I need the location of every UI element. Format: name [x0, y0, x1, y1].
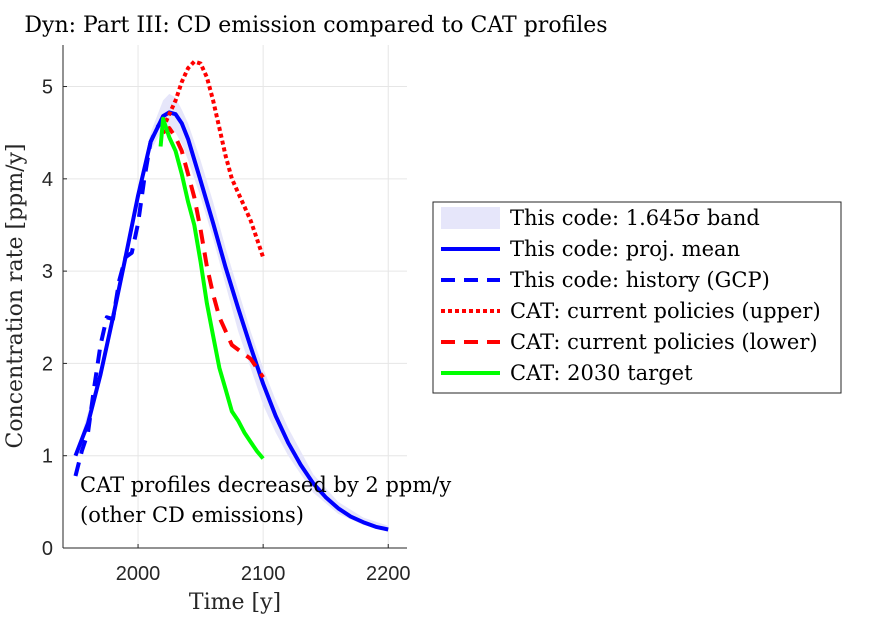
- legend-label: CAT: current policies (lower): [510, 330, 818, 354]
- axes: [62, 45, 407, 549]
- y-tick-label: 1: [42, 446, 53, 468]
- legend-label: CAT: 2030 target: [510, 361, 693, 385]
- annotation-line-1: CAT profiles decreased by 2 ppm/y: [80, 473, 451, 497]
- x-tick-label: 2000: [116, 563, 161, 585]
- legend-label: This code: proj. mean: [510, 237, 740, 261]
- series-band: [75, 93, 389, 532]
- series-line-5: [158, 116, 265, 460]
- y-tick-label: 3: [42, 261, 53, 283]
- series-line-3: [161, 59, 265, 258]
- chart-title: Dyn: Part III: CD emission compared to C…: [24, 13, 607, 38]
- y-tick-label: 4: [42, 169, 53, 191]
- y-tick-label: 5: [42, 77, 53, 99]
- annotation: CAT profiles decreased by 2 ppm/y (other…: [80, 473, 451, 527]
- y-tick-label: 2: [42, 353, 53, 375]
- y-axis-label: Concentration rate [ppm/y]: [3, 143, 28, 448]
- legend-swatch-band: [441, 207, 500, 229]
- legend: This code: 1.645σ band This code: proj. m…: [432, 201, 842, 394]
- series-line-1: [73, 110, 389, 532]
- x-axis-label: Time [y]: [189, 590, 281, 615]
- x-tick-label: 2100: [241, 563, 286, 585]
- annotation-line-2: (other CD emissions): [80, 503, 304, 527]
- legend-label: CAT: current policies (upper): [510, 299, 821, 323]
- legend-label: This code: 1.645σ band: [510, 206, 760, 230]
- x-tick-label: 2200: [366, 563, 411, 585]
- legend-box: [432, 201, 842, 394]
- series-line-2: [73, 117, 165, 477]
- y-tick-label: 0: [42, 538, 53, 560]
- series-line-4: [161, 126, 265, 379]
- tick-labels: 2000 2100 2200 0 1 2 3 4 5: [42, 77, 411, 585]
- plot-area: [73, 59, 389, 532]
- legend-label: This code: history (GCP): [510, 268, 770, 292]
